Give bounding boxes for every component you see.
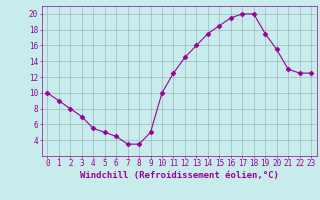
X-axis label: Windchill (Refroidissement éolien,°C): Windchill (Refroidissement éolien,°C) — [80, 171, 279, 180]
